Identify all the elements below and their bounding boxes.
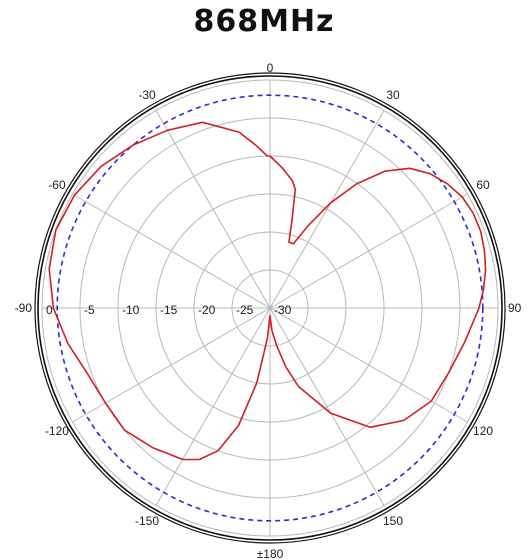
- polar-grid: [34, 72, 506, 544]
- radial-tick-label: -30: [274, 303, 292, 317]
- pattern-line: [48, 121, 487, 461]
- radial-tick-label: -20: [198, 303, 216, 317]
- radial-tick-label: -5: [84, 303, 95, 317]
- grid-spoke: [72, 193, 271, 309]
- angle-label: 60: [476, 178, 490, 192]
- angle-label: 30: [386, 88, 400, 102]
- angle-label: 90: [508, 301, 522, 315]
- grid-spoke: [155, 307, 271, 506]
- reference-circle: [56, 94, 484, 522]
- angle-label: ±180: [257, 547, 284, 560]
- chart-title: 868MHz: [193, 4, 335, 39]
- pattern-series: [48, 121, 487, 461]
- grid-spoke: [269, 307, 385, 506]
- radial-tick-label: 0: [46, 303, 53, 317]
- grid-spoke: [72, 307, 271, 423]
- radial-tick-label: -15: [160, 303, 178, 317]
- angle-label: 150: [383, 514, 403, 528]
- radial-tick-label: -10: [122, 303, 140, 317]
- reference-ring: [56, 94, 484, 522]
- angle-label: 120: [473, 424, 493, 438]
- radial-tick-labels: 0 -5 -10 -15 -20 -25 -30: [46, 303, 292, 317]
- angle-label: -60: [48, 178, 66, 192]
- outer-ring-2: [34, 72, 506, 544]
- grid-spoke: [155, 110, 271, 309]
- angle-label: -30: [138, 88, 156, 102]
- grid-spoke: [269, 110, 385, 309]
- angle-label: -150: [135, 514, 159, 528]
- angle-label: -120: [45, 424, 69, 438]
- angle-label: 0: [267, 61, 274, 75]
- grid-spoke: [269, 193, 468, 309]
- angle-label: -90: [15, 301, 33, 315]
- radial-tick-label: -25: [236, 303, 254, 317]
- grid-spoke: [269, 307, 468, 423]
- outer-ring: [37, 75, 503, 541]
